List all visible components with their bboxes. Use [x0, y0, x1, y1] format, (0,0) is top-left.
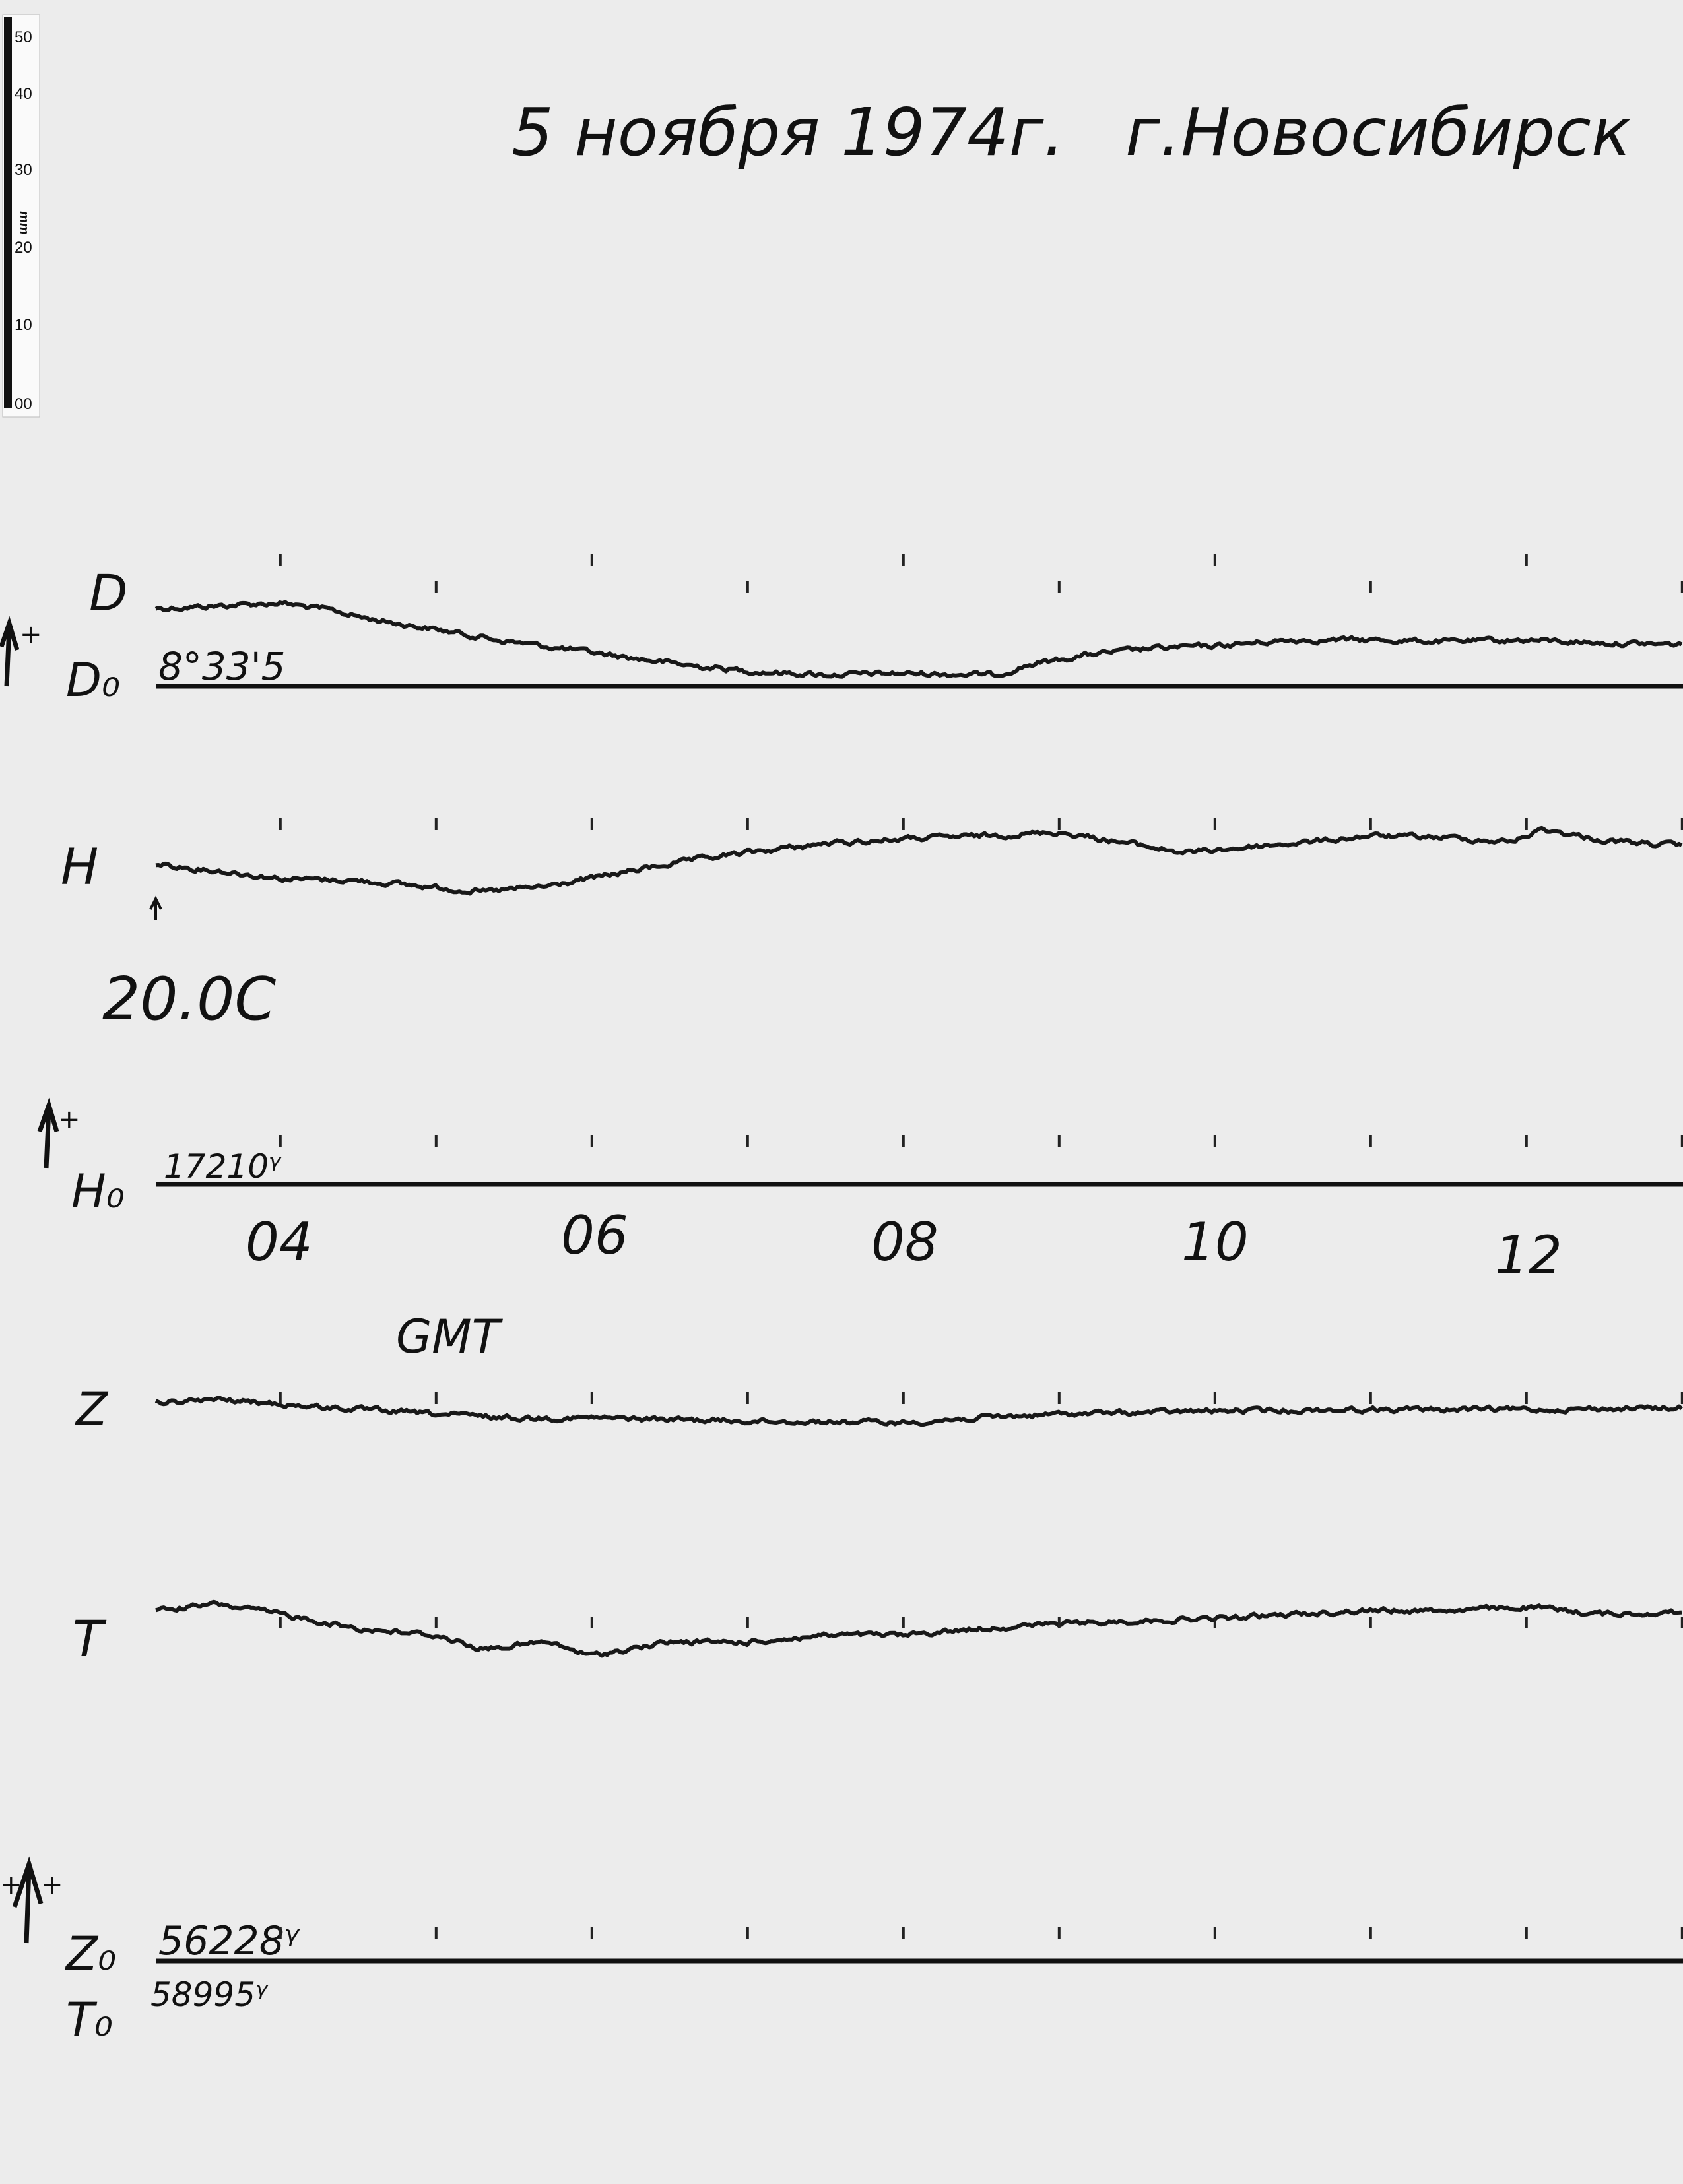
ruler-tick-10: 10 — [15, 316, 32, 334]
plus-sign: + — [41, 1870, 63, 1900]
label-T: T — [73, 1609, 107, 1668]
ruler-tick-20: 20 — [15, 239, 32, 257]
temperature-marker-icon — [149, 895, 162, 920]
time-axis-label: GMT — [396, 1310, 504, 1364]
ruler-tick-00: 00 — [15, 395, 32, 413]
plus-sign: + — [0, 1870, 22, 1900]
hour-label-10: 10 — [1181, 1211, 1249, 1273]
label-T0: T₀ — [66, 1993, 113, 2047]
positive-arrow-icon: + — [0, 616, 42, 687]
label-D0: D₀ — [66, 653, 120, 707]
traces-layer — [154, 554, 1683, 1964]
positive-arrow-icon: + + — [0, 1856, 63, 1944]
D0-value: 8°33'5 — [158, 644, 286, 689]
label-Z0: Z₀ — [65, 1927, 116, 1981]
trace-Z — [154, 1396, 1683, 1427]
ruler-unit: mm — [16, 211, 31, 235]
label-D: D — [89, 563, 128, 622]
label-Z: Z — [75, 1382, 109, 1436]
plus-sign: + — [20, 620, 42, 650]
mm-ruler: 50 40 30 20 10 00 mm — [2, 14, 40, 418]
trace-T — [155, 1599, 1682, 1658]
trace-D — [154, 600, 1683, 679]
positive-arrow-icon: + — [37, 1097, 81, 1169]
label-H: H — [61, 837, 98, 896]
temperature-label: 20.0C — [102, 965, 276, 1034]
hour-label-04: 04 — [246, 1211, 313, 1273]
ruler-tick-30: 30 — [15, 161, 32, 179]
ruler-tick-50: 50 — [15, 28, 32, 46]
trace-H — [155, 825, 1683, 896]
Z0-value: 56228ᵞ — [158, 1918, 300, 1964]
record-date: 5 ноября 1974г. — [512, 94, 1065, 171]
H0-value: 17210ᵞ — [164, 1147, 282, 1186]
label-H0: H₀ — [71, 1165, 125, 1219]
hour-label-08: 08 — [871, 1211, 939, 1273]
hour-label-06: 06 — [561, 1205, 628, 1266]
hour-label-12: 12 — [1495, 1225, 1562, 1286]
station-name: г.Новосибирск — [1125, 94, 1631, 171]
T0-value: 58995ᵞ — [150, 1975, 269, 2014]
ruler-tick-40: 40 — [15, 85, 32, 103]
plus-sign: + — [58, 1105, 81, 1135]
